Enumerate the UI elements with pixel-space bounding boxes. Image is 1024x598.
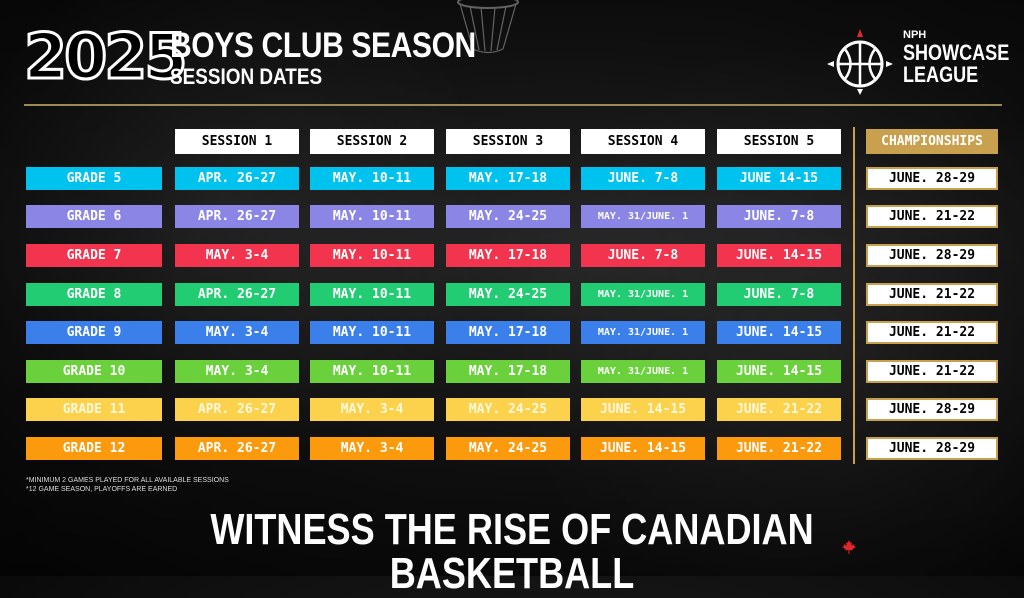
grade-label: GRADE 5: [26, 167, 162, 190]
header-divider: [24, 104, 1002, 106]
session-date-cell: MAY. 17-18: [446, 167, 570, 190]
session-date-cell: APR. 26-27: [175, 205, 299, 228]
championships-header: CHAMPIONSHIPS: [866, 129, 998, 154]
logo-line-1: SHOWCASE: [903, 40, 1010, 65]
grade-label: GRADE 11: [26, 398, 162, 421]
championship-date-cell: JUNE. 28-29: [866, 244, 998, 267]
session-date-cell: MAY. 17-18: [446, 321, 570, 344]
grade-label: GRADE 7: [26, 244, 162, 267]
session-date-cell: MAY. 3-4: [175, 360, 299, 383]
logo-name: SHOWCASE LEAGUE: [903, 42, 1009, 86]
grade-label: GRADE 9: [26, 321, 162, 344]
session-date-cell: JUNE. 7-8: [581, 244, 705, 267]
session-date-cell: MAY. 10-11: [310, 244, 434, 267]
session-date-cell: MAY. 24-25: [446, 398, 570, 421]
session-date-cell: MAY. 31/JUNE. 1: [581, 360, 705, 383]
session-date-cell: MAY. 3-4: [310, 437, 434, 460]
session-date-cell: JUNE. 14-15: [717, 321, 841, 344]
championship-date-cell: JUNE. 21-22: [866, 321, 998, 344]
footnote-1: *MINIMUM 2 GAMES PLAYED FOR ALL AVAILABL…: [26, 477, 229, 484]
session-date-cell: JUNE. 7-8: [717, 283, 841, 306]
grade-label: GRADE 12: [26, 437, 162, 460]
page-title: BOYS CLUB SEASON: [170, 26, 476, 65]
session-header-4: SESSION 4: [581, 129, 705, 154]
session-header-2: SESSION 2: [310, 129, 434, 154]
session-date-cell: JUNE. 14-15: [581, 398, 705, 421]
session-date-cell: JUNE 14-15: [717, 167, 841, 190]
session-date-cell: MAY. 10-11: [310, 167, 434, 190]
session-header-1: SESSION 1: [175, 129, 299, 154]
grade-label: GRADE 6: [26, 205, 162, 228]
basketball-hoop-icon: [457, 0, 519, 54]
session-date-cell: APR. 26-27: [175, 167, 299, 190]
season-year: 2025: [23, 20, 190, 93]
session-date-cell: APR. 26-27: [175, 437, 299, 460]
championship-date-cell: JUNE. 21-22: [866, 360, 998, 383]
session-date-cell: MAY. 3-4: [310, 398, 434, 421]
session-date-cell: MAY. 3-4: [175, 244, 299, 267]
session-date-cell: MAY. 10-11: [310, 360, 434, 383]
session-date-cell: MAY. 31/JUNE. 1: [581, 205, 705, 228]
session-date-cell: MAY. 17-18: [446, 360, 570, 383]
logo-nph-text: NPH: [903, 29, 927, 41]
championship-date-cell: JUNE. 28-29: [866, 437, 998, 460]
session-date-cell: APR. 26-27: [175, 398, 299, 421]
session-date-cell: MAY. 10-11: [310, 283, 434, 306]
session-date-cell: MAY. 24-25: [446, 283, 570, 306]
session-date-cell: MAY. 31/JUNE. 1: [581, 321, 705, 344]
championship-date-cell: JUNE. 21-22: [866, 283, 998, 306]
footnotes: *MINIMUM 2 GAMES PLAYED FOR ALL AVAILABL…: [26, 476, 229, 494]
session-date-cell: MAY. 17-18: [446, 244, 570, 267]
session-date-cell: MAY. 31/JUNE. 1: [581, 283, 705, 306]
championship-divider: [853, 127, 855, 464]
page-subtitle: SESSION DATES: [170, 64, 323, 89]
grade-label: GRADE 8: [26, 283, 162, 306]
session-date-cell: APR. 26-27: [175, 283, 299, 306]
session-header-3: SESSION 3: [446, 129, 570, 154]
session-date-cell: JUNE. 7-8: [717, 205, 841, 228]
session-header-5: SESSION 5: [717, 129, 841, 154]
session-date-cell: MAY. 3-4: [175, 321, 299, 344]
championship-date-cell: JUNE. 28-29: [866, 398, 998, 421]
maple-leaf-icon: [842, 540, 856, 554]
session-date-cell: MAY. 24-25: [446, 437, 570, 460]
footnote-2: *12 GAME SEASON, PLAYOFFS ARE EARNED: [26, 486, 178, 493]
grade-label: GRADE 10: [26, 360, 162, 383]
session-date-cell: JUNE. 21-22: [717, 398, 841, 421]
session-date-cell: MAY. 10-11: [310, 321, 434, 344]
session-date-cell: MAY. 10-11: [310, 205, 434, 228]
session-date-cell: JUNE. 7-8: [581, 167, 705, 190]
logo-line-2: LEAGUE: [903, 62, 979, 87]
basketball-compass-icon: [827, 29, 893, 95]
session-date-cell: JUNE. 14-15: [717, 360, 841, 383]
session-date-cell: MAY. 24-25: [446, 205, 570, 228]
championship-date-cell: JUNE. 21-22: [866, 205, 998, 228]
championship-date-cell: JUNE. 28-29: [866, 167, 998, 190]
tagline: WITNESS THE RISE OF CANADIAN BASKETBALL: [210, 505, 814, 598]
session-date-cell: JUNE. 14-15: [581, 437, 705, 460]
session-date-cell: JUNE. 14-15: [717, 244, 841, 267]
session-date-cell: JUNE. 21-22: [717, 437, 841, 460]
